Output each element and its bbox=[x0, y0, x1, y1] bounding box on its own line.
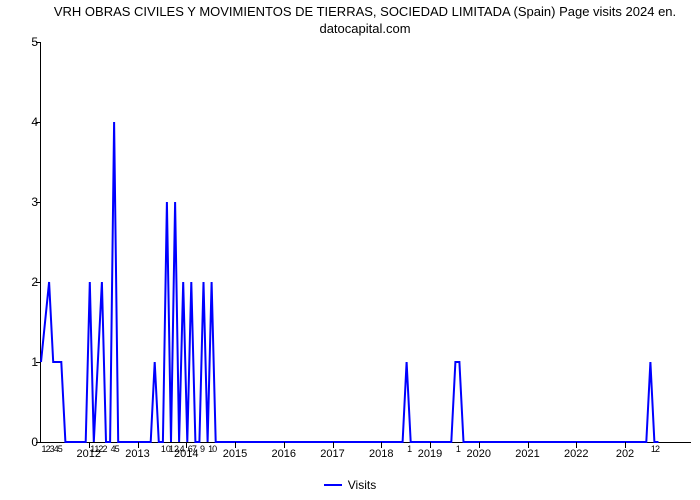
xtick-minor-label: 2 bbox=[655, 444, 660, 454]
chart-container: VRH OBRAS CIVILES Y MOVIMIENTOS DE TIERR… bbox=[0, 0, 700, 500]
xtick-mark bbox=[528, 442, 529, 448]
ytick-mark bbox=[36, 122, 40, 123]
plot-area bbox=[40, 42, 691, 443]
xtick-year-label: 2013 bbox=[125, 448, 149, 460]
xtick-minor-label: 4 bbox=[180, 444, 185, 454]
xtick-minor-label: 2 bbox=[102, 444, 107, 454]
xtick-year-label: 2016 bbox=[272, 448, 296, 460]
xtick-minor-label: 5 bbox=[58, 444, 63, 454]
xtick-minor-label: 1 bbox=[407, 444, 412, 454]
xtick-minor-label: 1 bbox=[456, 444, 461, 454]
ytick-mark bbox=[36, 202, 40, 203]
legend: Visits bbox=[0, 478, 700, 492]
xtick-minor-label: 9 bbox=[200, 444, 205, 454]
xtick-mark bbox=[625, 442, 626, 448]
xtick-year-label: 2018 bbox=[369, 448, 393, 460]
xtick-mark bbox=[333, 442, 334, 448]
xtick-mark bbox=[381, 442, 382, 448]
xtick-year-label: 202 bbox=[616, 448, 634, 460]
xtick-minor-label: 12 bbox=[169, 444, 179, 454]
legend-swatch bbox=[324, 484, 342, 486]
legend-label: Visits bbox=[348, 478, 376, 492]
xtick-minor-label: 0 bbox=[212, 444, 217, 454]
xtick-year-label: 2017 bbox=[320, 448, 344, 460]
xtick-year-label: 2022 bbox=[564, 448, 588, 460]
ytick-mark bbox=[36, 282, 40, 283]
xtick-year-label: 2021 bbox=[515, 448, 539, 460]
xtick-mark bbox=[430, 442, 431, 448]
xtick-mark bbox=[138, 442, 139, 448]
xtick-mark bbox=[576, 442, 577, 448]
title-line-1: VRH OBRAS CIVILES Y MOVIMIENTOS DE TIERR… bbox=[54, 4, 676, 19]
chart-title: VRH OBRAS CIVILES Y MOVIMIENTOS DE TIERR… bbox=[40, 4, 690, 38]
xtick-year-label: 2019 bbox=[418, 448, 442, 460]
line-series bbox=[41, 42, 691, 442]
ytick-mark bbox=[36, 442, 40, 443]
xtick-mark bbox=[284, 442, 285, 448]
ytick-mark bbox=[36, 362, 40, 363]
xtick-mark bbox=[479, 442, 480, 448]
xtick-mark bbox=[235, 442, 236, 448]
xtick-year-label: 2020 bbox=[467, 448, 491, 460]
ytick-mark bbox=[36, 42, 40, 43]
xtick-year-label: 2015 bbox=[223, 448, 247, 460]
title-line-2: datocapital.com bbox=[319, 21, 410, 36]
xtick-minor-label: 5 bbox=[115, 444, 120, 454]
xtick-minor-label: 7 bbox=[192, 444, 197, 454]
